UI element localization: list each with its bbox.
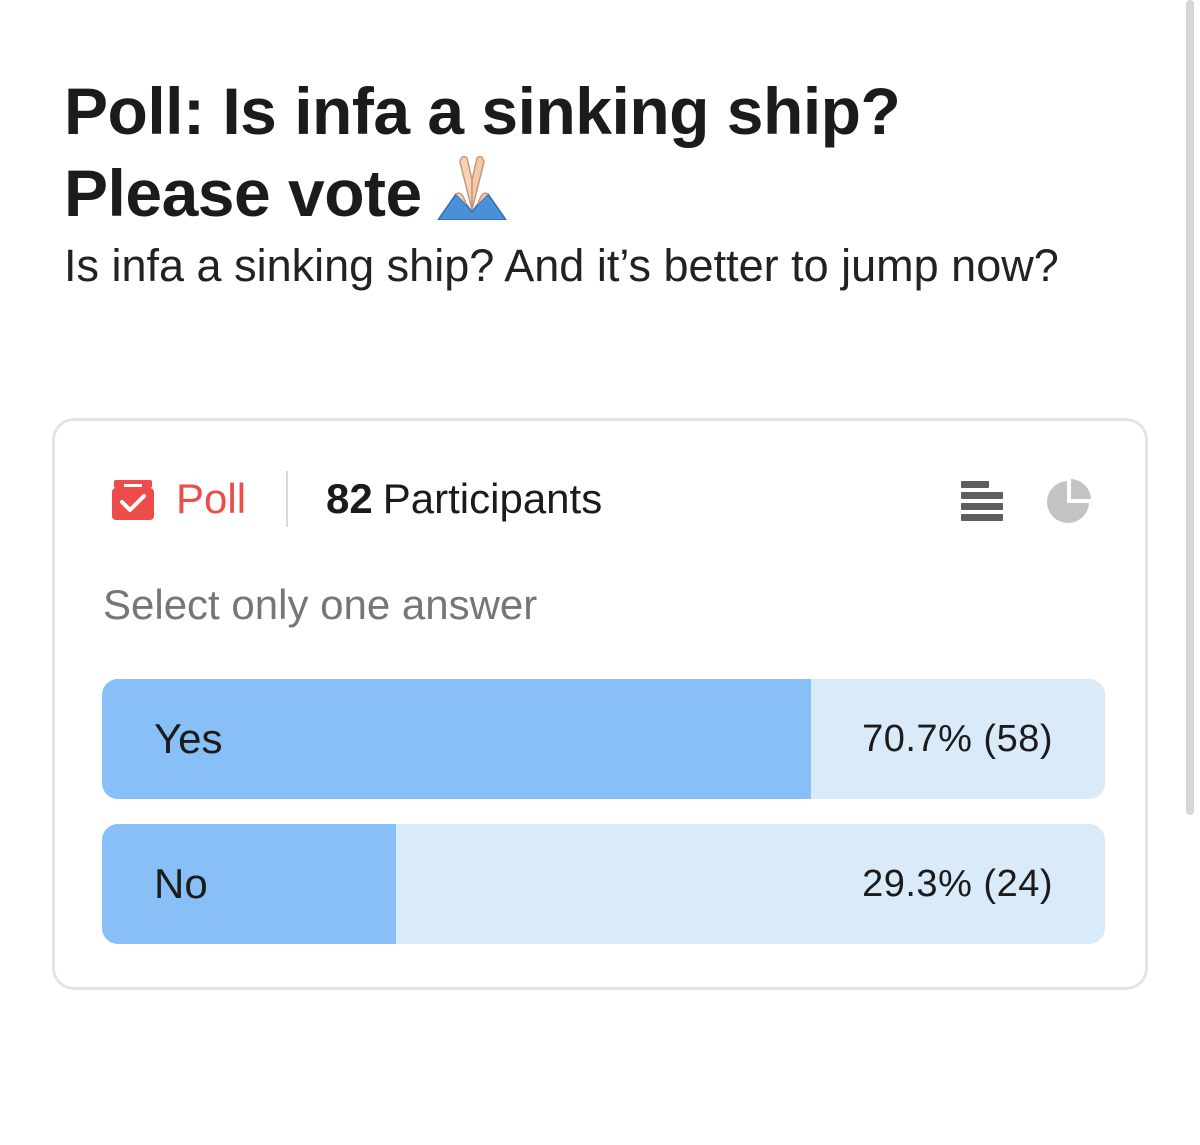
participant-number: 82 <box>326 475 373 522</box>
poll-header: Poll 82 Participants <box>110 469 602 529</box>
poll-option-no[interactable]: No 29.3% (24) <box>102 824 1105 944</box>
poll-label: Poll <box>176 475 247 522</box>
post-body: Is infa a sinking ship? And it’s better … <box>64 240 1059 291</box>
poll-option-yes-result: 70.7% (58) <box>862 718 1053 760</box>
post-title-text-2: Please vote <box>64 156 422 231</box>
poll-ballot-icon <box>110 476 156 522</box>
post-title: Poll: Is infa a sinking ship? Please vot… <box>64 72 1104 232</box>
poll-option-yes-bar <box>102 679 812 799</box>
participants-count: 82 Participants <box>326 475 602 523</box>
header-divider <box>286 471 289 527</box>
page-scrollbar[interactable] <box>1186 0 1194 815</box>
poll-option-no-bar <box>102 824 396 944</box>
folded-hands-icon <box>432 150 512 221</box>
poll-instructions: Select only one answer <box>103 581 538 628</box>
poll-option-yes[interactable]: Yes 70.7% (58) <box>102 679 1105 799</box>
post-title-line-1: Poll: Is infa a sinking ship? <box>64 74 901 149</box>
poll-option-no-label: No <box>154 860 208 907</box>
poll-option-yes-label: Yes <box>154 715 223 762</box>
poll-card: Poll 82 Participants Select only one answ… <box>52 418 1148 990</box>
view-toggle <box>961 477 1093 525</box>
list-view-icon[interactable] <box>961 479 1005 523</box>
poll-option-no-result: 29.3% (24) <box>862 863 1053 905</box>
pie-chart-icon[interactable] <box>1045 477 1093 525</box>
participants-label: Participants <box>382 475 603 522</box>
post-title-line-2: Please vote <box>64 150 1104 232</box>
